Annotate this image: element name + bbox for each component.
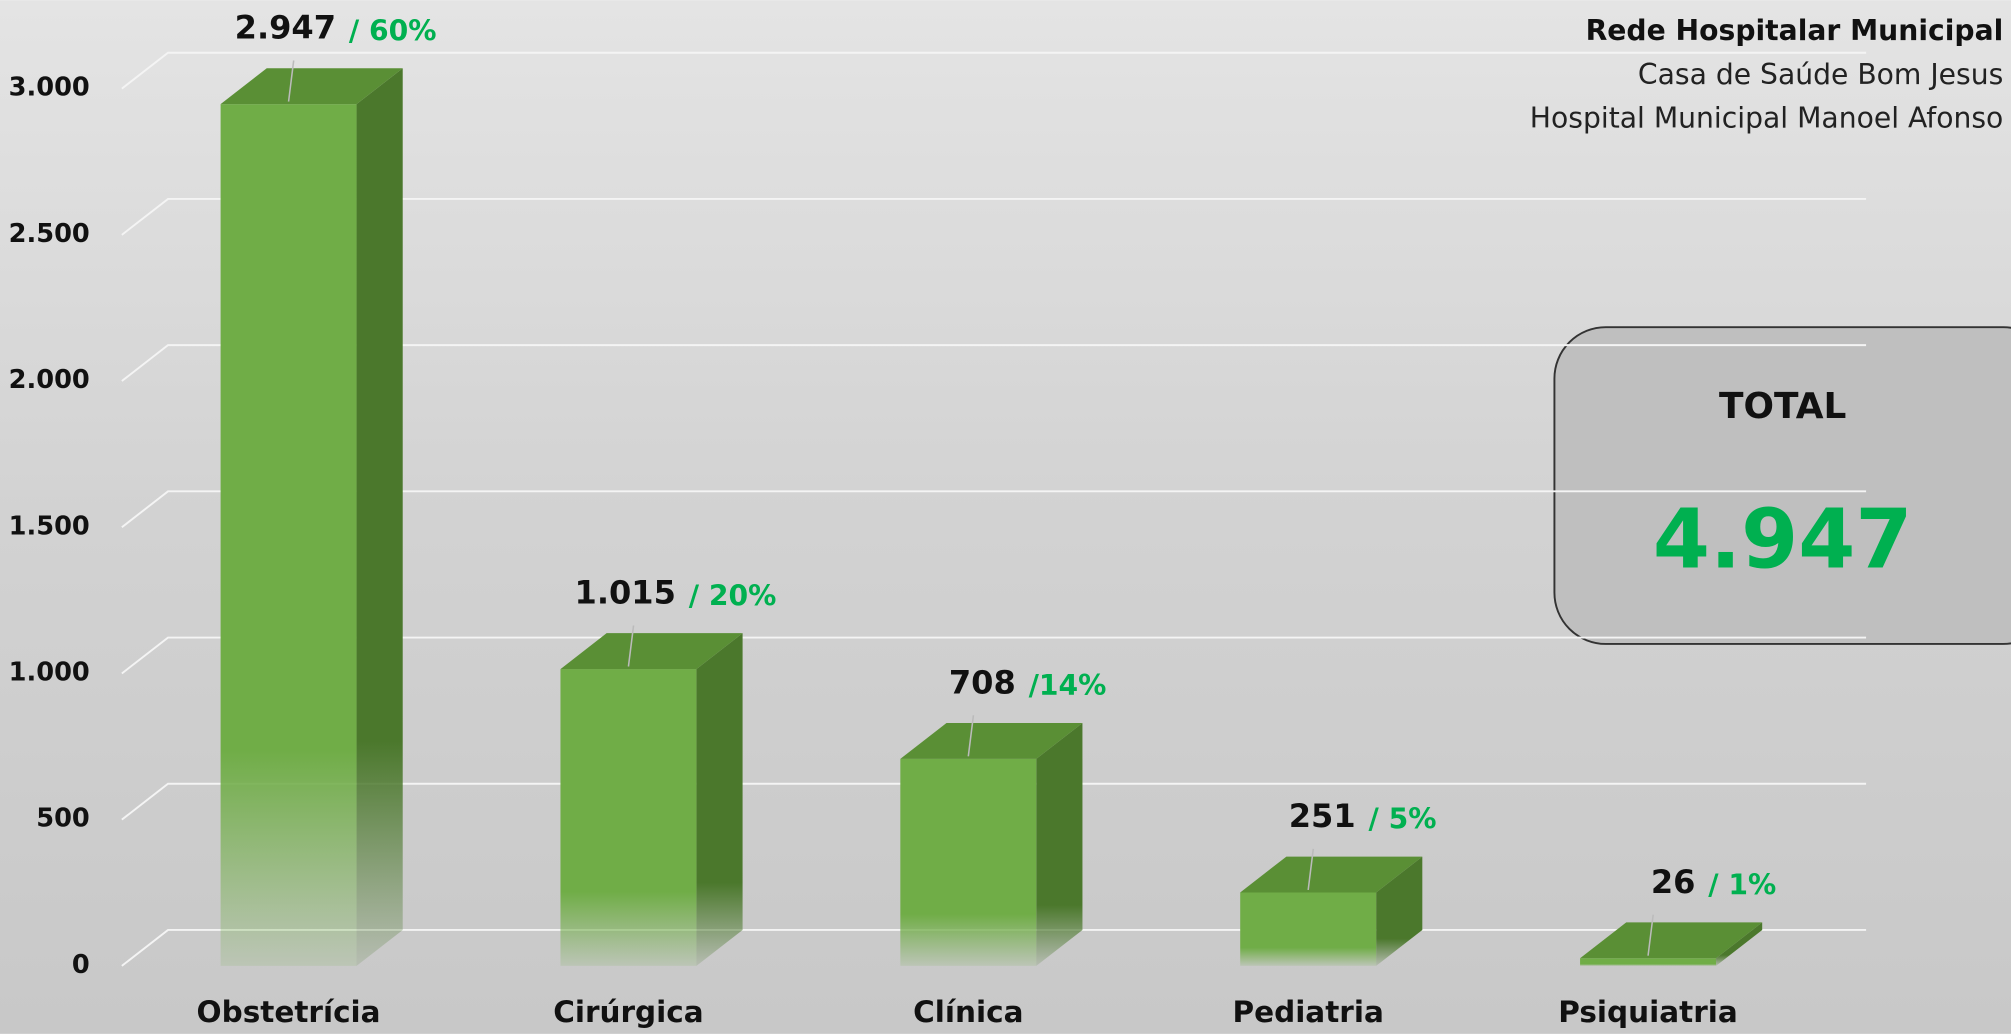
total-label: TOTAL — [1719, 386, 1846, 427]
value-label: 26 — [1651, 863, 1696, 901]
grid-line — [121, 636, 1867, 675]
x-tick-label: Psiquiatria — [1558, 995, 1737, 1029]
y-tick-label: 3.000 — [9, 73, 90, 103]
value-label: 708 — [949, 663, 1016, 701]
subtitle: Hospital Municipal Manoel Afonso — [1530, 101, 2003, 134]
grid-line — [121, 782, 1867, 821]
x-tick-label: Obstetrícia — [197, 995, 381, 1029]
bar-top — [900, 722, 1083, 759]
y-tick-label: 0 — [72, 950, 90, 980]
grid-line — [121, 197, 1867, 236]
percent-label: / 5% — [1368, 803, 1436, 836]
bar-top — [560, 633, 743, 670]
value-label: 1.015 — [575, 574, 676, 612]
leader-line — [1647, 914, 1654, 956]
bar-side — [696, 633, 743, 966]
x-tick-label: Clínica — [913, 995, 1023, 1029]
grid-line — [121, 51, 1867, 90]
bar — [900, 758, 1037, 966]
percent-label: / 20% — [689, 579, 777, 612]
bar — [1580, 958, 1717, 966]
leader-line — [287, 60, 295, 102]
bar-side — [1376, 856, 1423, 966]
bar-side — [1036, 722, 1083, 966]
leader-line — [967, 715, 975, 757]
y-tick-label: 2.000 — [9, 365, 90, 395]
bar-top — [1580, 922, 1763, 959]
y-tick-label: 2.500 — [9, 219, 90, 249]
percent-label: / 1% — [1708, 868, 1776, 901]
bar — [1240, 892, 1377, 966]
y-tick-label: 500 — [36, 804, 90, 834]
title: Rede Hospitalar Municipal — [1586, 14, 2004, 47]
bar-top — [220, 68, 403, 105]
y-tick-label: 1.000 — [9, 657, 90, 687]
bar-side — [1716, 922, 1763, 966]
total-box — [1553, 326, 2011, 645]
subtitle: Casa de Saúde Bom Jesus — [1638, 58, 2003, 91]
x-tick-label: Pediatria — [1232, 995, 1383, 1029]
value-label: 2.947 — [235, 9, 336, 47]
leader-line — [627, 625, 635, 667]
bar-top — [1240, 856, 1423, 893]
value-label: 251 — [1289, 797, 1356, 835]
percent-label: / 60% — [349, 14, 437, 47]
grid-line — [121, 490, 1867, 529]
leader-line — [1307, 848, 1315, 891]
percent-label: /14% — [1029, 669, 1107, 702]
total-value: 4.947 — [1653, 493, 1913, 588]
bar — [560, 669, 697, 966]
bar-side — [356, 68, 403, 966]
grid-line — [121, 344, 1867, 382]
bar — [220, 104, 357, 966]
x-tick-label: Cirúrgica — [553, 995, 703, 1029]
y-tick-label: 1.500 — [9, 511, 90, 541]
